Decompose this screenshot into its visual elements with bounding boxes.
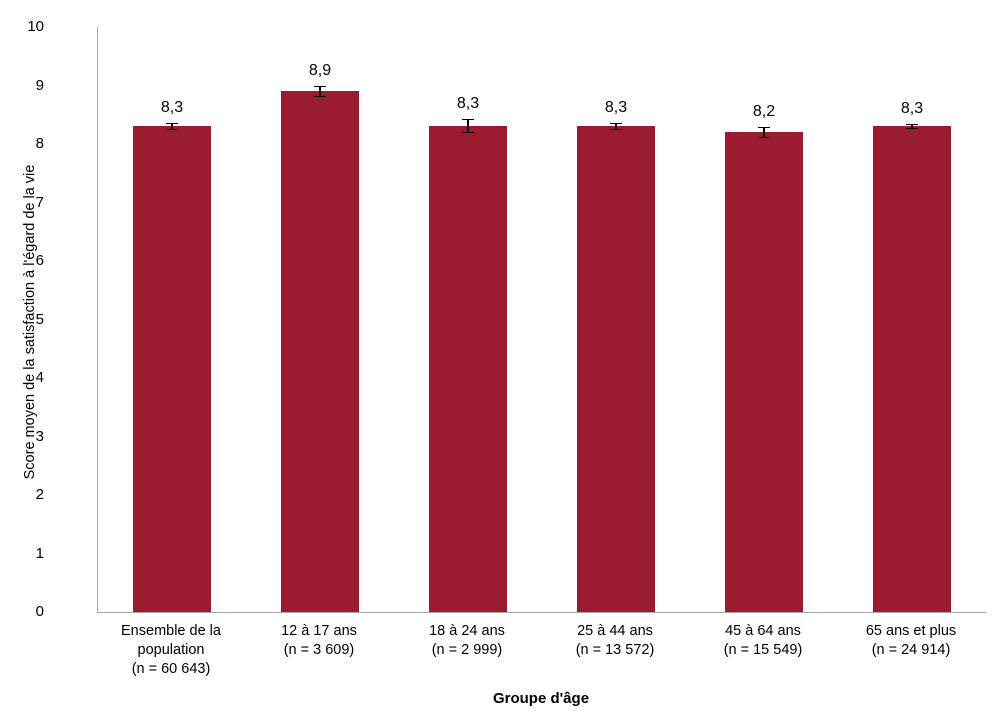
bar-value-label: 8,9 (308, 61, 332, 79)
bar-group: 8,3 (838, 27, 986, 612)
x-tick-label-line: 65 ans et plus (865, 623, 957, 639)
bar-group: 8,2 (690, 27, 838, 612)
y-tick-label: 6 (35, 252, 44, 269)
bar (725, 132, 803, 612)
bar (133, 126, 211, 612)
y-tick-label: 7 (35, 193, 44, 211)
bar-value-label: 8,3 (604, 98, 628, 116)
y-tick-label: 4 (35, 369, 44, 386)
x-tick-label-line: population (137, 642, 205, 658)
y-tick-label: 5 (35, 310, 44, 328)
bar-value-label: 8,3 (900, 99, 924, 117)
x-tick-label: 25 à 44 ans (n = 13 572) (541, 622, 689, 679)
bar-value-label: 8,3 (160, 98, 184, 116)
plot-area: 8,3 8,9 8,3 8,3 8,2 8,3 (97, 27, 986, 613)
error-bar (462, 119, 474, 134)
y-tick-label: 9 (35, 76, 44, 94)
bar-group: 8,3 (542, 27, 690, 612)
error-bar (758, 127, 770, 138)
y-tick-label: 3 (35, 427, 44, 445)
bar (281, 91, 359, 612)
x-tick-label-line: Ensemble de la (121, 623, 221, 639)
x-tick-label: 65 ans et plus (n = 24 914) (837, 622, 985, 679)
x-tick-label-line: (n = 15 549) (723, 642, 803, 658)
bar-value-label: 8,3 (456, 95, 480, 113)
bar-group: 8,3 (98, 27, 246, 612)
y-tick-label: 0 (35, 603, 44, 620)
x-axis-tick-labels: Ensemble de la population (n = 60 643) 12 à… (97, 622, 985, 679)
x-tick-label-line: (n = 24 914) (871, 642, 951, 658)
bar (577, 126, 655, 612)
x-tick-label: 18 à 24 ans (n = 2 999) (393, 622, 541, 679)
x-tick-label-line: (n = 3 609) (283, 642, 355, 658)
x-tick-label-line: (n = 60 643) (131, 661, 211, 677)
x-tick-label-line: 18 à 24 ans (429, 623, 505, 639)
bar-value-label: 8,2 (752, 103, 776, 121)
bar-group: 8,9 (246, 27, 394, 612)
error-bar (314, 85, 326, 98)
x-tick-label-line: 45 à 64 ans (725, 623, 801, 639)
x-tick-label: Ensemble de la population (n = 60 643) (97, 622, 245, 679)
error-bar (906, 123, 918, 130)
y-axis-tick-labels: 0 1 2 3 4 5 6 7 8 9 10 (0, 18, 44, 620)
x-tick-label-line: (n = 2 999) (431, 642, 503, 658)
x-tick-label: 12 à 17 ans (n = 3 609) (245, 622, 393, 679)
y-tick-label: 10 (27, 18, 44, 35)
y-tick-label: 8 (35, 135, 44, 152)
y-tick-label: 1 (35, 544, 44, 562)
x-axis-title: Groupe d'âge (492, 690, 590, 707)
x-tick-label-line: 12 à 17 ans (281, 623, 357, 639)
bar (429, 126, 507, 612)
error-bar (166, 122, 178, 130)
y-tick-label: 2 (35, 486, 44, 503)
x-tick-label: 45 à 64 ans (n = 15 549) (689, 622, 837, 679)
x-tick-label-line: 25 à 44 ans (577, 623, 653, 639)
bar (873, 126, 951, 612)
x-tick-label-line: (n = 13 572) (575, 642, 655, 658)
bar-group: 8,3 (394, 27, 542, 612)
error-bar (610, 122, 622, 130)
